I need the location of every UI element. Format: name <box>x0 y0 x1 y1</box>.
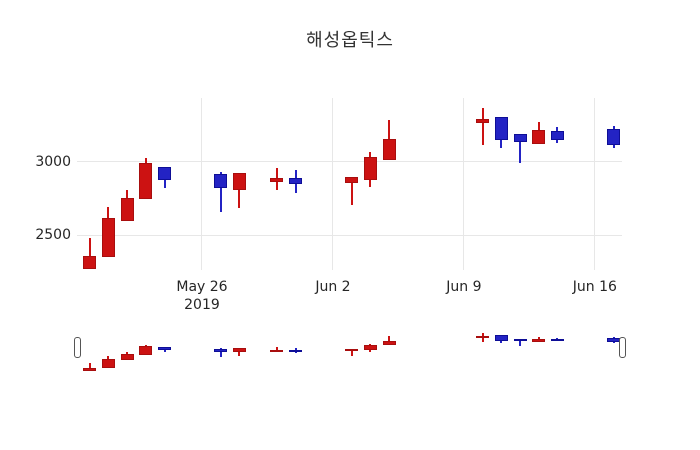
nav-candle-body <box>139 346 153 355</box>
candle-body <box>120 197 134 222</box>
candle-body <box>158 167 172 180</box>
nav-candle-body <box>270 349 284 352</box>
nav-candle-body <box>363 344 377 350</box>
nav-candle-body <box>494 335 508 341</box>
grid-line-vertical <box>201 98 203 270</box>
nav-candle-body <box>101 358 115 369</box>
candle-body <box>532 130 546 145</box>
x-tick-label: May 26 <box>176 279 228 295</box>
grid-line-vertical <box>463 98 465 270</box>
candle-body <box>232 172 246 190</box>
y-tick-label: 2500 <box>35 227 71 244</box>
candle-body <box>345 176 359 184</box>
candle-body <box>270 178 284 182</box>
candle-body <box>382 139 396 160</box>
x-tick-sublabel: 2019 <box>184 297 220 313</box>
nav-candle-body <box>289 349 303 352</box>
x-tick-label: Jun 9 <box>446 279 482 295</box>
nav-candle-wick <box>519 339 522 347</box>
nav-candle-body <box>83 367 97 371</box>
rangeslider-handle-left[interactable] <box>73 336 81 358</box>
candle-wick <box>238 172 241 208</box>
candle-body <box>214 173 228 189</box>
nav-candle-wick <box>88 363 91 371</box>
candle-body <box>289 178 303 184</box>
y-tick-label: 3000 <box>35 153 71 170</box>
candle-body <box>476 118 490 123</box>
candle-wick <box>519 134 522 163</box>
nav-candle-body <box>120 354 134 360</box>
nav-candle-body <box>158 347 172 350</box>
grid-line-vertical <box>332 98 334 270</box>
candle-body <box>83 256 97 270</box>
x-tick-label: Jun 2 <box>315 279 351 295</box>
chart-title: 해성옵틱스 <box>306 30 394 51</box>
candle-body <box>550 131 564 140</box>
nav-candle-body <box>214 348 228 352</box>
grid-line-horizontal <box>77 161 622 163</box>
nav-candle-body <box>382 340 396 346</box>
candle-wick <box>350 176 353 205</box>
candle-body <box>494 117 508 140</box>
candle-body <box>101 217 115 258</box>
x-tick-label: Jun 16 <box>572 279 617 295</box>
candle-wick <box>481 108 484 146</box>
nav-candle-body <box>550 338 564 341</box>
nav-candle-body <box>476 335 490 338</box>
grid-line-vertical <box>594 98 596 270</box>
nav-candle-wick <box>350 349 353 356</box>
nav-candle-body <box>532 338 546 342</box>
nav-candle-body <box>232 348 246 353</box>
candle-wick <box>219 172 222 212</box>
nav-candle-body <box>345 349 359 352</box>
candle-body <box>363 156 377 180</box>
grid-line-horizontal <box>77 234 622 236</box>
nav-candle-wick <box>238 348 241 357</box>
nav-candle-wick <box>219 348 222 358</box>
main-plot-area[interactable] <box>77 98 622 270</box>
rangeslider-handle-right[interactable] <box>618 336 626 358</box>
candle-wick <box>88 237 91 270</box>
nav-candle-body <box>513 339 527 342</box>
candle-body <box>139 163 153 200</box>
candle-body <box>607 128 621 146</box>
candle-body <box>513 134 527 143</box>
